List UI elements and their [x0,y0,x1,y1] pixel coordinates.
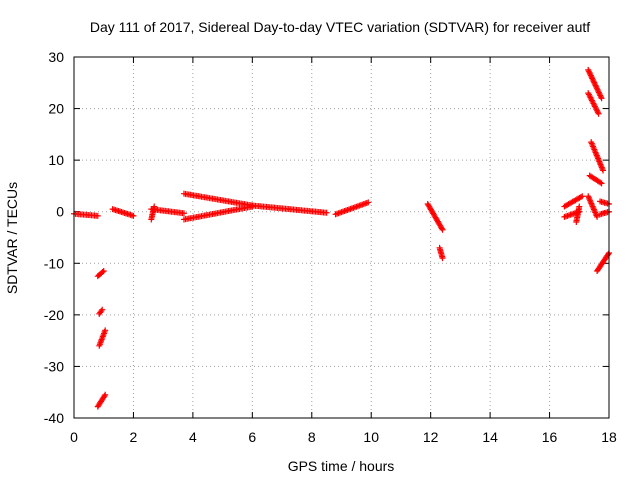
data-point [180,190,256,209]
data-point [585,90,602,117]
series-arc-n [597,198,612,218]
series-arc-a [71,210,101,219]
tick-layer: 0 2 4 6 8 10 12 14 16 18 -40 -30 -20 -10 0 10 20 30 [44,49,617,445]
data-point [94,268,107,280]
data-point [71,210,101,219]
series-arc-c [109,206,137,219]
data-point [436,244,446,262]
data-point [573,203,583,226]
series-arc-k [585,90,602,117]
y-axis-label: SDTVAR / TECUs [4,182,20,294]
x-tick-label: 16 [542,429,558,445]
data-point [332,199,372,218]
data-point [109,206,137,219]
data-point [594,249,612,275]
marks-layer [71,66,612,410]
data-point [585,66,605,102]
data-point [561,193,586,210]
series-arc-m [585,193,601,220]
series-arc-d [148,203,187,223]
y-tick-label: 10 [48,152,64,168]
plot-frame [73,56,610,419]
y-tick-label: -20 [44,307,64,323]
series-arc-l [586,139,607,187]
data-point [597,208,612,218]
x-tick-label: 8 [308,429,316,445]
series-arc-j [585,66,605,102]
x-tick-label: 0 [70,429,78,445]
data-point [586,172,605,187]
x-tick-label: 4 [189,429,197,445]
x-tick-label: 12 [423,429,439,445]
y-tick-label: -30 [44,358,64,374]
y-tick-label: -40 [44,410,64,426]
series-arc-o [594,249,612,275]
chart-title: Day 111 of 2017, Sidereal Day-to-day VTE… [90,19,590,35]
grid-layer [74,57,609,418]
series-arc-h [424,200,446,262]
series-arc-b [94,268,109,410]
data-point [96,306,106,317]
data-point [94,391,109,410]
y-tick-label: 0 [56,204,64,220]
data-point [424,200,446,233]
series-arc-e [180,190,256,223]
series-arc-f [249,202,330,216]
data-point [180,203,256,223]
x-axis-label: GPS time / hours [288,458,395,474]
x-tick-label: 2 [130,429,138,445]
data-point [588,139,607,174]
x-tick-label: 18 [601,429,617,445]
x-tick-label: 6 [248,429,256,445]
data-point [597,198,612,207]
y-tick-label: -10 [44,255,64,271]
y-tick-label: 20 [48,101,64,117]
series-arc-i [561,193,586,226]
data-point [249,202,330,216]
series-arc-g [332,199,372,218]
x-tick-label: 10 [363,429,379,445]
data-point [96,327,109,349]
y-tick-label: 30 [48,49,64,65]
x-tick-label: 14 [482,429,498,445]
data-point [148,203,158,223]
data-point [585,193,601,220]
